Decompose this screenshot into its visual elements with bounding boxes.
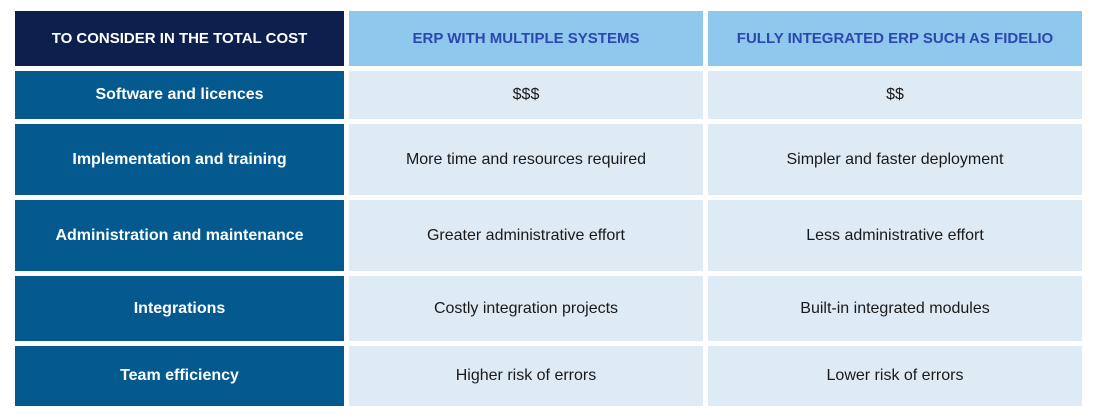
row-header-software: Software and licences	[15, 71, 344, 119]
column-header-multiple-systems: ERP WITH MULTIPLE SYSTEMS	[349, 11, 703, 66]
cell-administration-multiple: Greater administrative effort	[349, 200, 703, 271]
cell-administration-integrated: Less administrative effort	[708, 200, 1082, 271]
cell-software-multiple: $$$	[349, 71, 703, 119]
cell-integrations-integrated: Built-in integrated modules	[708, 276, 1082, 341]
cell-implementation-multiple: More time and resources required	[349, 124, 703, 195]
column-header-integrated-erp: FULLY INTEGRATED ERP SUCH AS FIDELIO	[708, 11, 1082, 66]
cell-team-efficiency-multiple: Higher risk of errors	[349, 346, 703, 406]
row-header-integrations: Integrations	[15, 276, 344, 341]
row-header-administration: Administration and maintenance	[15, 200, 344, 271]
cell-software-integrated: $$	[708, 71, 1082, 119]
cost-comparison-table: TO CONSIDER IN THE TOTAL COST ERP WITH M…	[15, 11, 1082, 406]
row-header-implementation: Implementation and training	[15, 124, 344, 195]
cell-implementation-integrated: Simpler and faster deployment	[708, 124, 1082, 195]
cell-team-efficiency-integrated: Lower risk of errors	[708, 346, 1082, 406]
row-header-team-efficiency: Team efficiency	[15, 346, 344, 406]
corner-header: TO CONSIDER IN THE TOTAL COST	[15, 11, 344, 66]
cell-integrations-multiple: Costly integration projects	[349, 276, 703, 341]
